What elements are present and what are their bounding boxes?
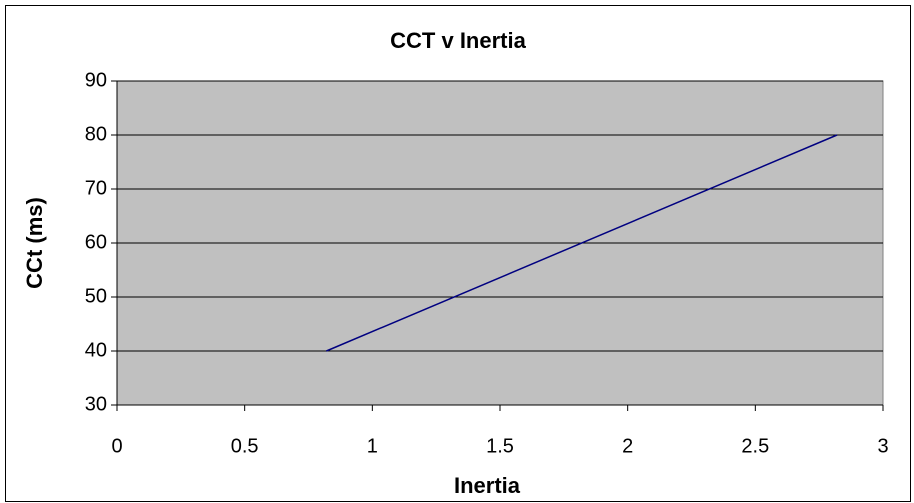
y-tick-label: 70 — [85, 177, 107, 199]
x-tick-label: 0 — [111, 435, 122, 457]
y-tick-label: 60 — [85, 231, 107, 253]
y-tick-label: 90 — [85, 69, 107, 91]
x-tick-label: 2 — [622, 435, 633, 457]
y-tick-label: 40 — [85, 339, 107, 361]
y-tick-label: 80 — [85, 123, 107, 145]
y-axis-label: CCt (ms) — [22, 197, 47, 289]
data-line — [326, 134, 838, 352]
x-tick-label: 3 — [877, 435, 888, 457]
x-tick-label: 1.5 — [486, 435, 514, 457]
x-tick-label: 2.5 — [741, 435, 769, 457]
chart-title: CCT v Inertia — [390, 28, 526, 53]
x-tick-label: 1 — [367, 435, 378, 457]
y-tick-label: 50 — [85, 285, 107, 307]
x-tick-label: 0.5 — [231, 435, 259, 457]
y-tick-label: 30 — [85, 393, 107, 415]
x-axis-label: Inertia — [454, 473, 521, 498]
